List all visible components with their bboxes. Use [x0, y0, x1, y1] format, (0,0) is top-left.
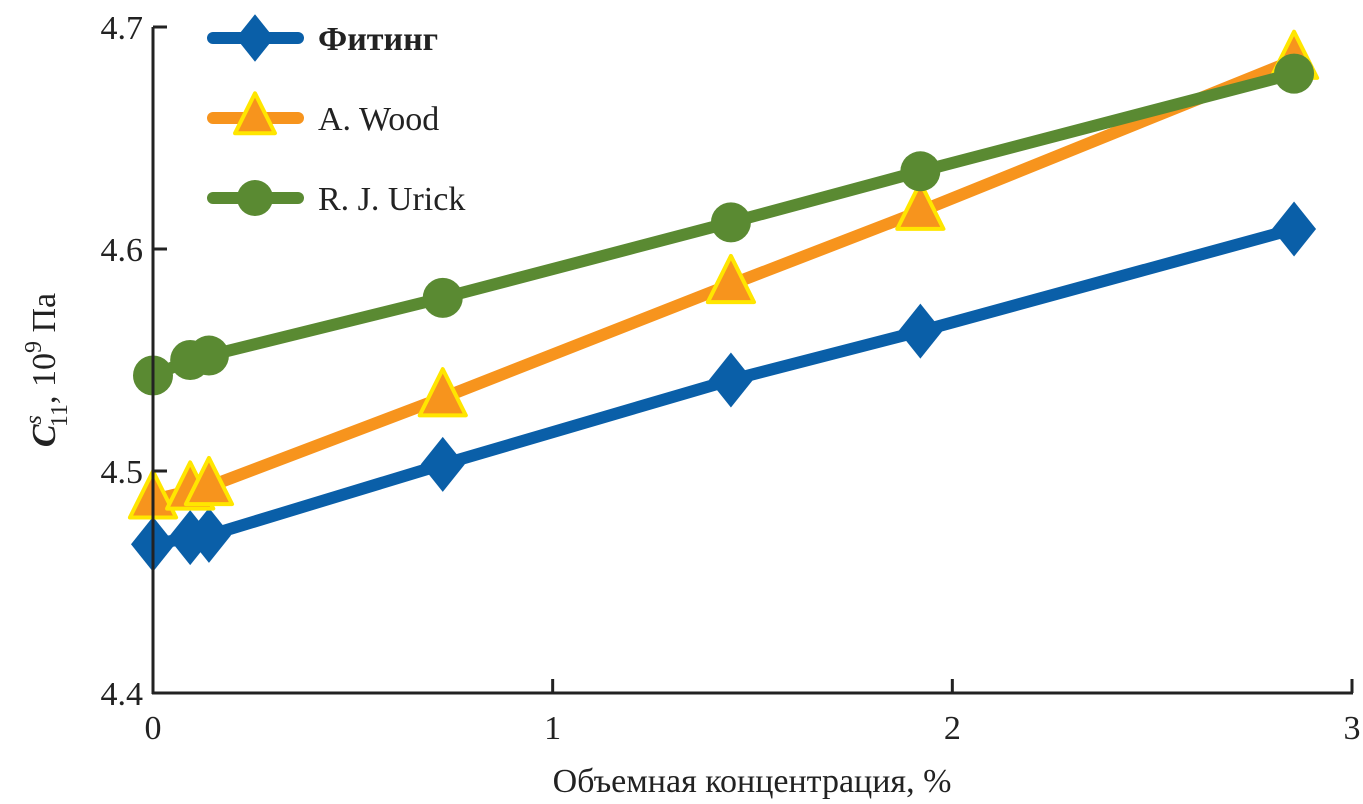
x-tick-label: 3	[1344, 710, 1361, 747]
data-point	[183, 455, 235, 507]
y-label-sup: s	[21, 415, 47, 424]
data-point	[186, 507, 231, 563]
x-tick-label: 1	[544, 710, 561, 747]
data-point	[1272, 201, 1317, 257]
plot-area	[127, 29, 1320, 572]
data-point	[236, 14, 274, 62]
x-tick-label: 0	[145, 710, 162, 747]
data-point	[1274, 53, 1315, 94]
legend: Фитинг A. Wood R. J. Urick	[207, 14, 465, 218]
y-label-exp: 9	[21, 341, 47, 353]
series-фитинг	[131, 201, 1317, 572]
svg-text:Cs11, 109 Па: Cs11, 109 Па	[21, 293, 73, 447]
y-tick-label: 4.6	[101, 232, 144, 269]
y-tick-label: 4.4	[101, 676, 144, 713]
y-tick-label: 4.5	[101, 454, 144, 491]
series-awood	[127, 29, 1320, 520]
data-point	[188, 335, 229, 376]
data-point	[898, 303, 943, 359]
legend-label: Фитинг	[318, 21, 438, 58]
y-label-main: C	[26, 424, 63, 447]
legend-label: A. Wood	[318, 101, 439, 138]
legend-item: Фитинг	[207, 14, 438, 62]
data-point	[422, 277, 463, 318]
data-point	[710, 202, 751, 243]
x-axis-label: Объемная концентрация, %	[553, 763, 952, 800]
data-point	[417, 367, 468, 418]
y-axis-label: Cs11, 109 Па	[21, 293, 73, 447]
legend-item: R. J. Urick	[207, 180, 465, 218]
data-point	[900, 151, 941, 192]
y-label-unit: Па	[26, 293, 63, 341]
y-label-sub: 11	[47, 404, 73, 427]
data-point	[233, 91, 277, 136]
series-rjurick	[133, 53, 1315, 396]
data-point	[420, 436, 465, 492]
data-point	[237, 180, 273, 216]
data-point	[708, 352, 753, 408]
ticks: 0 1 2 3 4.4 4.5 4.6 4.7	[101, 10, 1361, 747]
data-point	[895, 180, 946, 231]
x-tick-label: 2	[944, 710, 961, 747]
data-point	[705, 253, 757, 305]
y-label-rest: , 10	[26, 353, 63, 404]
legend-label: R. J. Urick	[318, 181, 465, 218]
legend-item: A. Wood	[207, 91, 439, 138]
y-tick-label: 4.7	[101, 10, 144, 47]
